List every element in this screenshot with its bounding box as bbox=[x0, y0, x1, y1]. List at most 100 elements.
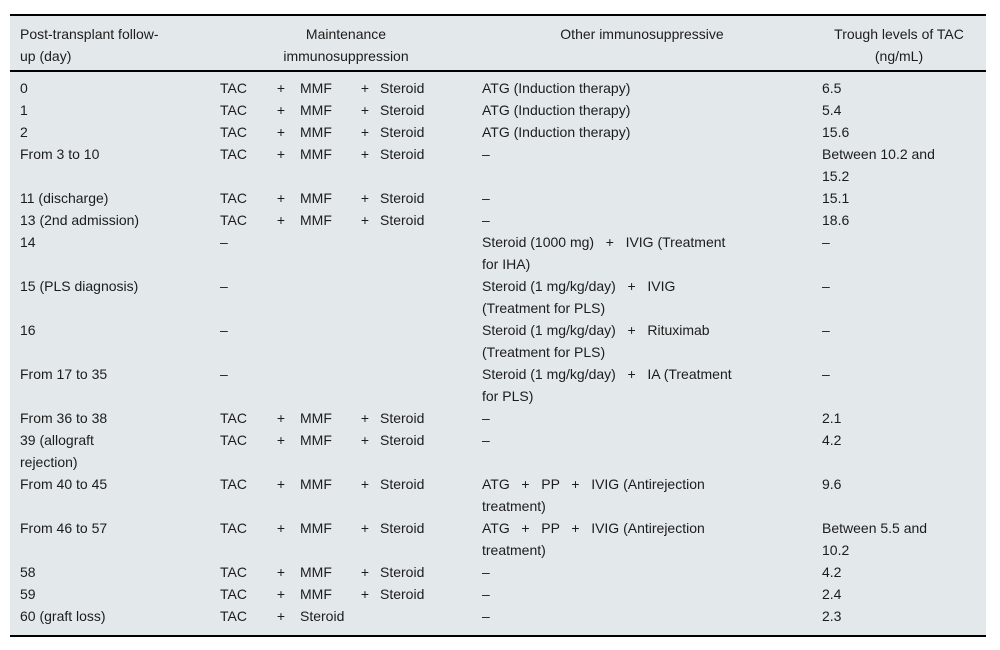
table-row: From 46 to 57 TAC + MMF + Steroid ATG + … bbox=[10, 517, 986, 561]
table-row: 14 – Steroid (1000 mg) + IVIG (Treatment… bbox=[10, 231, 986, 275]
maintenance-drug-3: Steroid bbox=[380, 410, 425, 426]
cell-trough: 6.5 bbox=[822, 80, 842, 96]
maintenance-drug-2: MMF bbox=[300, 124, 332, 140]
cell-trough: 2.1 bbox=[822, 410, 842, 426]
table-header: Post-transplant follow- up (day) Mainten… bbox=[10, 16, 986, 70]
maintenance-drug-2: MMF bbox=[300, 410, 332, 426]
maintenance-plus-1: + bbox=[276, 212, 286, 228]
table-row: From 36 to 38 TAC + MMF + Steroid – 2.1 bbox=[10, 407, 986, 429]
maintenance-plus-2: + bbox=[360, 124, 370, 140]
cell-other: – bbox=[482, 146, 490, 162]
cell-other: – bbox=[482, 608, 490, 624]
cell-other: – bbox=[482, 564, 490, 580]
cell-trough: 9.6 bbox=[822, 476, 842, 492]
maintenance-plus-1: + bbox=[276, 190, 286, 206]
maintenance-plus-2: + bbox=[360, 476, 370, 492]
maintenance-drug-2: MMF bbox=[300, 520, 332, 536]
cell-day: 59 bbox=[20, 586, 36, 602]
maintenance-plus-1: + bbox=[276, 432, 286, 448]
table-body: 0 TAC + MMF + Steroid ATG (Induction the… bbox=[10, 72, 986, 635]
cell-day: From 17 to 35 bbox=[20, 366, 108, 382]
cell-day: 15 (PLS diagnosis) bbox=[20, 278, 139, 294]
cell-other: Steroid (1 mg/kg/day) + IA (Treatment fo… bbox=[482, 366, 732, 404]
cell-day: 39 (allograft rejection) bbox=[20, 432, 94, 470]
maintenance-plus-1: + bbox=[276, 410, 286, 426]
maintenance-drug-2: MMF bbox=[300, 564, 332, 580]
maintenance-drug-1: TAC bbox=[220, 80, 247, 96]
header-maintenance: Maintenance immunosuppression bbox=[283, 26, 409, 64]
cell-day: 0 bbox=[20, 80, 28, 96]
maintenance-drug-3: Steroid bbox=[380, 80, 425, 96]
cell-other: – bbox=[482, 586, 490, 602]
maintenance-drug-1: TAC bbox=[220, 432, 247, 448]
maintenance-drug-1: TAC bbox=[220, 476, 247, 492]
table-row: From 3 to 10 TAC + MMF + Steroid – Betwe… bbox=[10, 143, 986, 187]
maintenance-drug-3: Steroid bbox=[380, 124, 425, 140]
maintenance-drug-2: MMF bbox=[300, 586, 332, 602]
maintenance-plus-2: + bbox=[360, 102, 370, 118]
cell-other: Steroid (1 mg/kg/day) + Rituximab (Treat… bbox=[482, 322, 710, 360]
table-row: From 40 to 45 TAC + MMF + Steroid ATG + … bbox=[10, 473, 986, 517]
cell-day: 14 bbox=[20, 234, 36, 250]
cell-trough: 15.6 bbox=[822, 124, 850, 140]
cell-trough: – bbox=[822, 234, 830, 250]
cell-day: From 46 to 57 bbox=[20, 520, 108, 536]
cell-other: ATG + PP + IVIG (Antirejection treatment… bbox=[482, 520, 705, 558]
maintenance-drug-1: TAC bbox=[220, 190, 247, 206]
maintenance-drug-3: Steroid bbox=[380, 190, 425, 206]
cell-other: – bbox=[482, 190, 490, 206]
cell-other: Steroid (1 mg/kg/day) + IVIG (Treatment … bbox=[482, 278, 676, 316]
top-rule bbox=[10, 14, 986, 16]
cell-day: 16 bbox=[20, 322, 36, 338]
header-day: Post-transplant follow- up (day) bbox=[20, 26, 159, 64]
cell-day: From 3 to 10 bbox=[20, 146, 100, 162]
cell-other: – bbox=[482, 410, 490, 426]
maintenance-drug-1: – bbox=[220, 278, 228, 294]
maintenance-plus-1: + bbox=[276, 586, 286, 602]
maintenance-drug-3: Steroid bbox=[380, 212, 425, 228]
table-row: 11 (discharge) TAC + MMF + Steroid – 15.… bbox=[10, 187, 986, 209]
maintenance-drug-3: Steroid bbox=[380, 520, 425, 536]
cell-day: From 36 to 38 bbox=[20, 410, 108, 426]
cell-trough: 4.2 bbox=[822, 432, 842, 448]
maintenance-plus-2: + bbox=[360, 80, 370, 96]
maintenance-drug-1: TAC bbox=[220, 520, 247, 536]
maintenance-drug-1: – bbox=[220, 234, 228, 250]
cell-trough: 18.6 bbox=[822, 212, 850, 228]
immunosuppression-table: Post-transplant follow- up (day) Mainten… bbox=[10, 14, 986, 637]
table-row: 58 TAC + MMF + Steroid – 4.2 bbox=[10, 561, 986, 583]
maintenance-drug-1: TAC bbox=[220, 410, 247, 426]
cell-trough: 5.4 bbox=[822, 102, 842, 118]
cell-other: ATG (Induction therapy) bbox=[482, 102, 631, 118]
maintenance-drug-2: Steroid bbox=[300, 608, 345, 624]
cell-day: 58 bbox=[20, 564, 36, 580]
maintenance-drug-3: Steroid bbox=[380, 432, 425, 448]
maintenance-drug-3: Steroid bbox=[380, 146, 425, 162]
maintenance-plus-2: + bbox=[360, 410, 370, 426]
maintenance-drug-1: TAC bbox=[220, 124, 247, 140]
maintenance-drug-1: TAC bbox=[220, 212, 247, 228]
maintenance-plus-1: + bbox=[276, 564, 286, 580]
table-row: 39 (allograft rejection) TAC + MMF + Ste… bbox=[10, 429, 986, 473]
cell-day: 11 (discharge) bbox=[20, 190, 109, 206]
header-trough: Trough levels of TAC (ng/mL) bbox=[834, 26, 964, 64]
maintenance-drug-2: MMF bbox=[300, 190, 332, 206]
maintenance-drug-1: TAC bbox=[220, 102, 247, 118]
cell-other: ATG (Induction therapy) bbox=[482, 124, 631, 140]
cell-trough: Between 5.5 and 10.2 bbox=[822, 520, 928, 558]
cell-day: From 40 to 45 bbox=[20, 476, 108, 492]
maintenance-drug-3: Steroid bbox=[380, 102, 425, 118]
maintenance-plus-2: + bbox=[360, 212, 370, 228]
maintenance-drug-2: MMF bbox=[300, 432, 332, 448]
maintenance-plus-1: + bbox=[276, 476, 286, 492]
cell-other: ATG + PP + IVIG (Antirejection treatment… bbox=[482, 476, 705, 514]
maintenance-plus-1: + bbox=[276, 608, 286, 624]
cell-trough: – bbox=[822, 322, 830, 338]
maintenance-plus-1: + bbox=[276, 124, 286, 140]
maintenance-drug-2: MMF bbox=[300, 80, 332, 96]
maintenance-plus-2: + bbox=[360, 520, 370, 536]
maintenance-drug-3: Steroid bbox=[380, 564, 425, 580]
maintenance-plus-2: + bbox=[360, 586, 370, 602]
cell-other: – bbox=[482, 212, 490, 228]
cell-day: 60 (graft loss) bbox=[20, 608, 106, 624]
